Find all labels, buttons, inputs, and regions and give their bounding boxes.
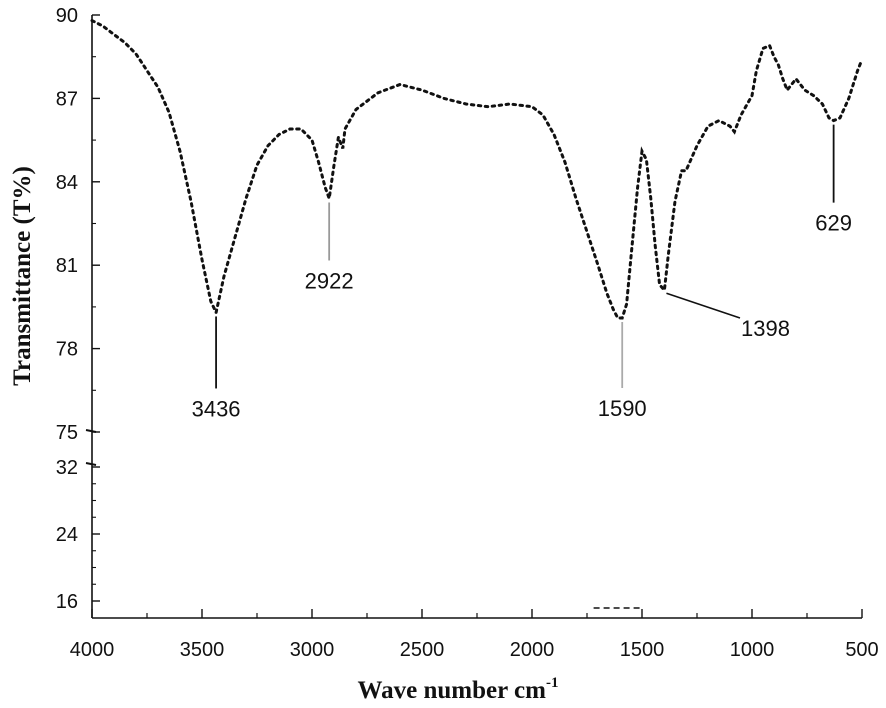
- annotation-label: 1398: [741, 316, 790, 341]
- y-tick-label: 87: [56, 88, 78, 110]
- x-tick-label: 1000: [730, 639, 775, 661]
- annotation-leader: [666, 292, 741, 319]
- y-tick-label: 16: [56, 591, 78, 613]
- y-tick-label: 75: [56, 422, 78, 444]
- x-tick-label: 500: [845, 639, 878, 661]
- y-tick-label: 81: [56, 255, 78, 277]
- annotation-label: 3436: [192, 396, 241, 421]
- annotation-label: 2922: [305, 268, 354, 293]
- x-tick-label: 2500: [400, 639, 445, 661]
- x-tick-label: 4000: [70, 639, 115, 661]
- annotation-label: 1590: [598, 396, 647, 421]
- annotation-label: 629: [815, 211, 852, 236]
- y-tick-label: 90: [56, 5, 78, 27]
- series-line: [90, 19, 864, 320]
- y-tick-label: 24: [56, 524, 78, 546]
- x-tick-label: 3500: [180, 639, 225, 661]
- y-tick-label: 32: [56, 457, 78, 479]
- x-tick-label: 3000: [290, 639, 335, 661]
- x-axis-title: Wave number cm-1: [358, 675, 559, 704]
- axis-break-mark: [85, 462, 97, 466]
- y-tick-label: 78: [56, 339, 78, 361]
- x-tick-label: 1500: [620, 639, 665, 661]
- y-axis-title: Transmittance (T%): [9, 166, 36, 386]
- y-tick-label: 84: [56, 172, 78, 194]
- x-tick-label: 2000: [510, 639, 555, 661]
